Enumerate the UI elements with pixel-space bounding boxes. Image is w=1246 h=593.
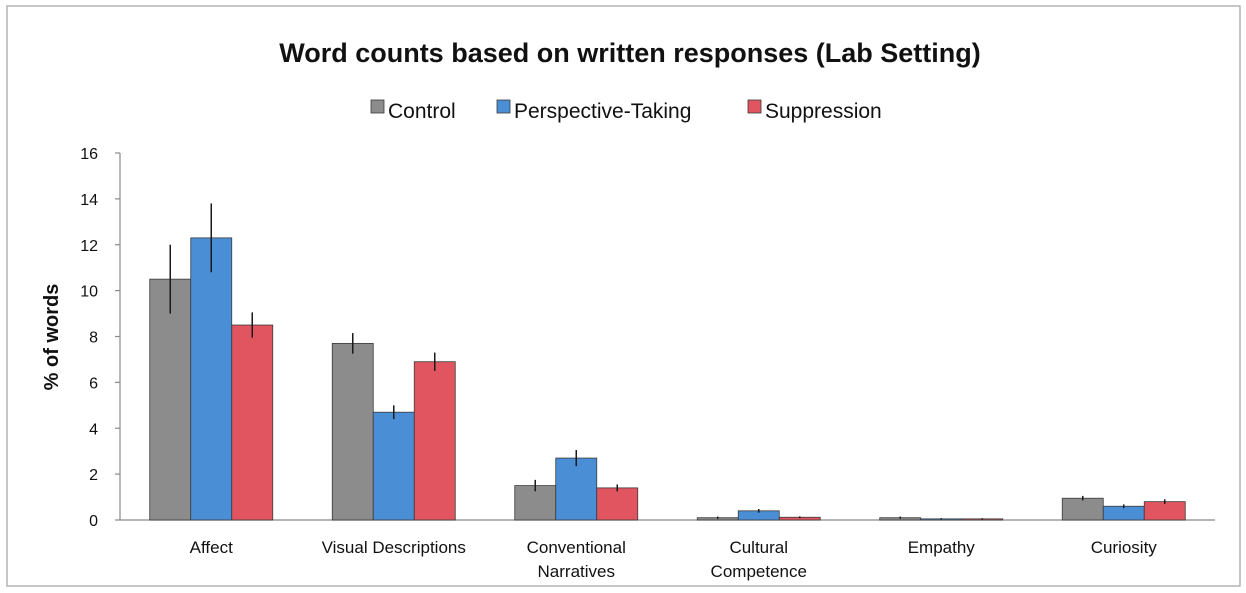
bar-perspective-taking-affect xyxy=(190,237,233,521)
legend-label-perspective-taking: Perspective-Taking xyxy=(514,100,691,123)
bar-suppression-visual-descriptions xyxy=(413,361,456,521)
x-tick-label-line: Visual Descriptions xyxy=(322,538,466,557)
y-axis-label: % of words xyxy=(41,284,63,391)
y-tick-label: 14 xyxy=(80,192,98,209)
x-tick-label-affect: Affect xyxy=(190,538,233,557)
x-tick-label-line: Curiosity xyxy=(1091,538,1158,557)
x-tick-label-line: Competence xyxy=(711,562,807,581)
x-tick-label-line: Conventional xyxy=(527,538,626,557)
legend-label-suppression: Suppression xyxy=(765,100,882,123)
y-axis: 0 2 4 6 8 10 12 14 16 xyxy=(80,146,121,530)
y-tick-label: 0 xyxy=(89,513,98,530)
error-bars-layer xyxy=(169,203,1166,520)
bar-control-curiosity xyxy=(1061,497,1104,521)
bar-suppression-affect xyxy=(231,324,274,521)
bar-suppression-conventional-narratives xyxy=(596,487,639,521)
legend-swatch-suppression xyxy=(747,99,762,114)
x-tick-label-line: Affect xyxy=(190,538,233,557)
bar-control-visual-descriptions xyxy=(331,342,374,521)
x-tick-label-conventional-narratives: Conventional Narratives xyxy=(527,538,626,581)
y-tick-label: 16 xyxy=(80,146,98,163)
x-tick-label-empathy: Empathy xyxy=(908,538,976,557)
x-axis: Affect Visual Descriptions Conventional Nar… xyxy=(120,519,1215,581)
y-tick-label: 12 xyxy=(80,238,98,255)
x-tick-label-cultural-competence: Cultural Competence xyxy=(711,538,807,581)
bar-perspective-taking-curiosity xyxy=(1102,505,1145,521)
y-tick-label: 10 xyxy=(80,284,98,301)
bar-suppression-curiosity xyxy=(1143,501,1186,521)
x-tick-label-line: Narratives xyxy=(538,562,615,581)
x-tick-label-visual-descriptions: Visual Descriptions xyxy=(322,538,466,557)
bar-control-affect xyxy=(149,278,192,521)
bar-perspective-taking-visual-descriptions xyxy=(372,411,415,521)
y-tick-label: 8 xyxy=(89,330,98,347)
legend-swatch-perspective-taking xyxy=(496,99,511,114)
legend-label-control: Control xyxy=(388,100,456,123)
y-tick-label: 6 xyxy=(89,375,98,392)
bar-perspective-taking-conventional-narratives xyxy=(555,457,598,521)
chart-title: Word counts based on written responses (… xyxy=(279,38,981,68)
y-tick-label: 4 xyxy=(89,421,98,438)
y-tick-label: 2 xyxy=(89,467,98,484)
legend: Control Perspective-Taking Suppression xyxy=(370,99,882,123)
x-tick-label-curiosity: Curiosity xyxy=(1091,538,1158,557)
x-tick-label-line: Cultural xyxy=(729,538,788,557)
legend-swatch-control xyxy=(370,99,385,114)
x-tick-label-line: Empathy xyxy=(908,538,976,557)
